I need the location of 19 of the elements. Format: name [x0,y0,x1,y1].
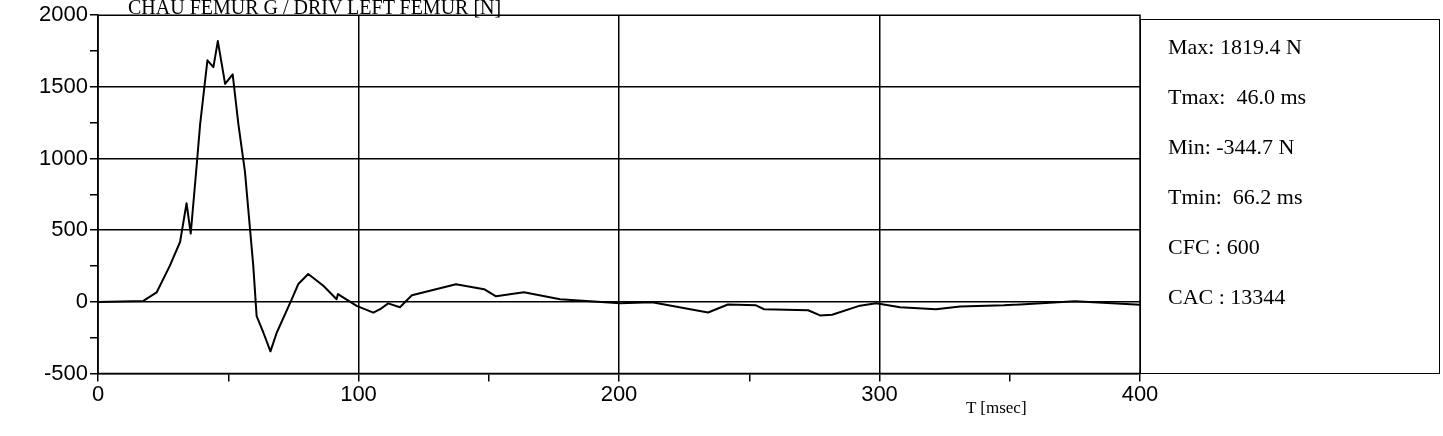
text: Tmax: 46.0 ms [1168,83,1308,111]
y-tick-label: -500 [43,359,88,385]
y-tick-label: 500 [51,216,88,242]
chart-title: CHAU FEMUR G / DRIV LEFT FEMUR [N] [128,0,502,19]
y-tick-label: 1000 [39,144,88,170]
text: Min: -344.7 N [1168,133,1296,161]
y-tick-label: 1500 [39,72,88,98]
y-tick-label: 2000 [39,1,88,27]
x-tick-label: 100 [340,380,377,406]
x-tick-label: 0 [91,380,105,406]
x-axis-title: T [msec] [966,398,1027,418]
text: Tmin: 66.2 ms [1168,183,1304,211]
x-tick-label: 400 [1121,380,1159,406]
text: Max: 1819.4 N [1168,33,1303,61]
text: CAC : 13344 [1168,283,1287,311]
x-tick-label: 200 [600,380,638,406]
x-tick-label: 300 [861,380,898,406]
text: CFC : 600 [1168,233,1261,261]
y-tick-label: 0 [75,287,88,313]
